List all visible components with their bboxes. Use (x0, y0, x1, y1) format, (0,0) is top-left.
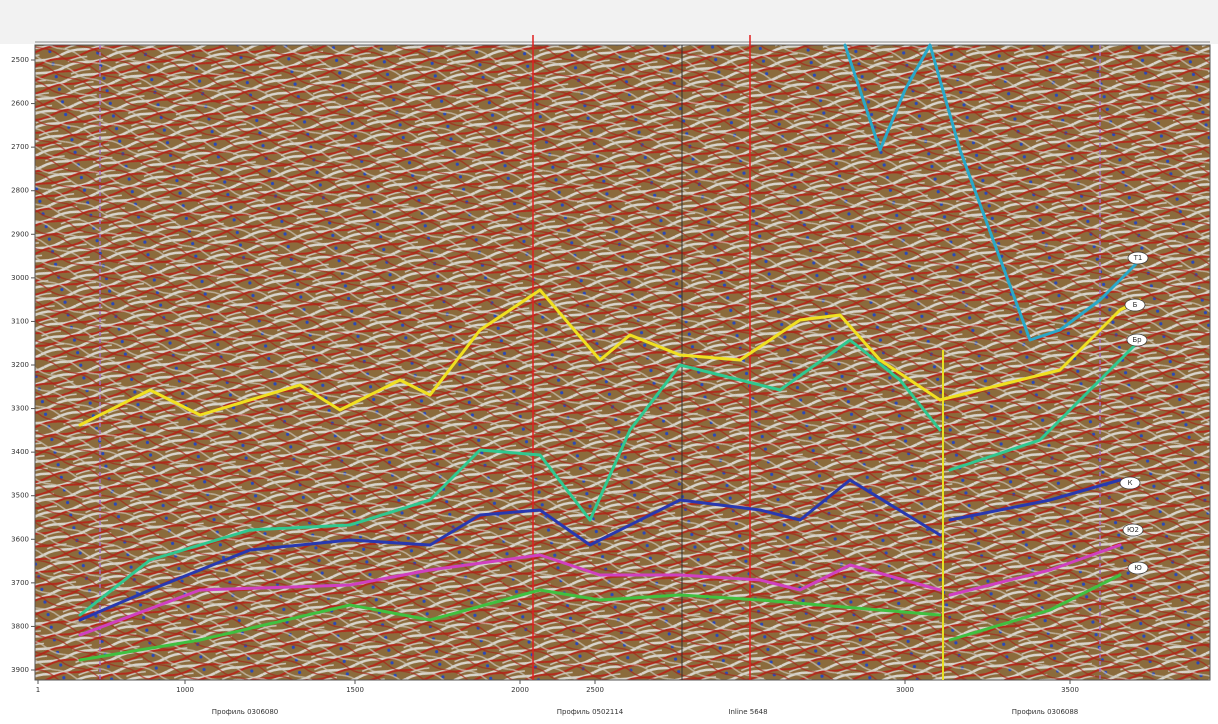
horizon (78, 588, 942, 662)
horizon (78, 553, 942, 637)
section-frame (34, 44, 1211, 681)
horizon (78, 338, 942, 617)
horizon-tag (1124, 298, 1146, 312)
header-strip (0, 0, 1218, 44)
trace-label: 3000 (896, 686, 914, 694)
trace-label: 1 (36, 686, 40, 694)
horizon-label: Ю2 (1127, 526, 1139, 534)
horizon-label: Т1 (1133, 254, 1143, 262)
depth-label: 2900 (11, 230, 29, 238)
horizon-tag (1127, 251, 1149, 265)
horizon-tag (1119, 476, 1141, 490)
depth-label: 3900 (11, 666, 29, 674)
depth-label: 2800 (11, 187, 29, 195)
horizon (948, 543, 1122, 597)
profile-name: Inline 5648 (728, 708, 767, 716)
depth-label: 2700 (11, 143, 29, 151)
horizon-label: Ю (1134, 564, 1142, 572)
horizon-label: К (1128, 479, 1133, 487)
horizon (78, 478, 942, 622)
depth-label: 3500 (11, 492, 29, 500)
horizon-label: Бр (1132, 336, 1142, 344)
horizon (843, 43, 1142, 342)
depth-label: 2500 (11, 56, 29, 64)
trace-label: 2500 (586, 686, 604, 694)
profile-name: Профиль 0502114 (557, 708, 624, 716)
horizon-tag (1127, 561, 1149, 575)
horizon (948, 338, 1142, 472)
horizon-tag (1122, 523, 1144, 537)
depth-label: 3400 (11, 448, 29, 456)
trace-label: 1000 (176, 686, 194, 694)
trace-label: 3500 (1061, 686, 1079, 694)
depth-label: 3200 (11, 361, 29, 369)
depth-label: 3000 (11, 274, 29, 282)
depth-label: 3300 (11, 405, 29, 413)
horizon (78, 288, 1142, 427)
trace-label: 2000 (511, 686, 529, 694)
depth-label: 3800 (11, 622, 29, 630)
depth-label: 3700 (11, 579, 29, 587)
horizon-label: Б (1133, 301, 1138, 309)
depth-label: 3100 (11, 317, 29, 325)
profile-name: Профиль 0306088 (1012, 708, 1079, 716)
horizon (948, 478, 1122, 522)
trace-label: 1500 (346, 686, 364, 694)
depth-label: 2600 (11, 100, 29, 108)
horizon (948, 573, 1122, 642)
seismic-texture (35, 45, 1210, 680)
depth-label: 3600 (11, 535, 29, 543)
profile-name: Профиль 0306080 (212, 708, 279, 716)
horizon-tag (1126, 333, 1148, 347)
